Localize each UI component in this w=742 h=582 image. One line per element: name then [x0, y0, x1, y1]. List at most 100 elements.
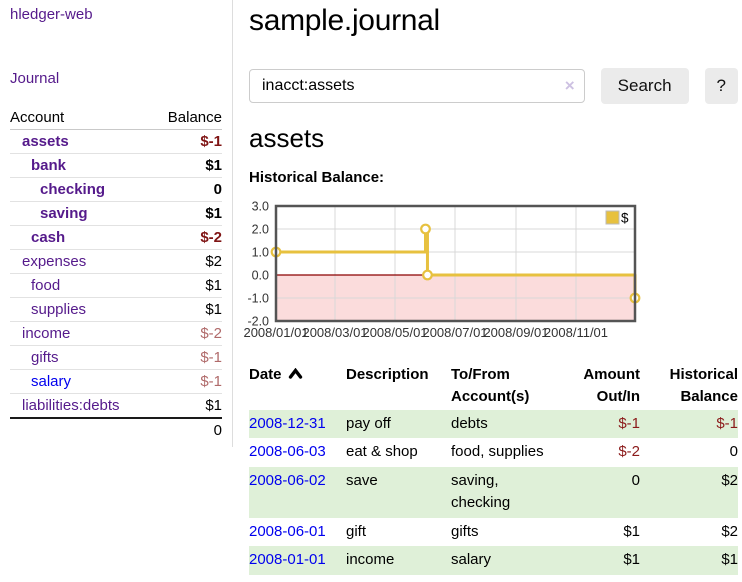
- account-balance: 0: [151, 177, 222, 202]
- register-row: 2008-06-02 save saving, checking 0 $2: [249, 466, 738, 518]
- register-cell-date: 2008-06-03: [249, 438, 346, 467]
- register-cell-accounts: salary: [451, 551, 492, 568]
- svg-text:0.0: 0.0: [252, 269, 269, 283]
- account-heading: assets: [249, 123, 325, 153]
- svg-text:1.0: 1.0: [252, 246, 269, 260]
- svg-text:2008/03/01: 2008/03/01: [302, 325, 367, 340]
- accounts-header-balance: Balance: [151, 106, 222, 130]
- account-balance: $-1: [151, 129, 222, 154]
- register-cell-amount: $-1: [618, 414, 640, 432]
- register-row: 2008-12-31 pay off debts $-1 $-1: [249, 409, 738, 438]
- account-row: cash $-2: [10, 225, 222, 250]
- account-balance: $-1: [151, 345, 222, 370]
- register-header-balance: Historical Balance: [669, 366, 738, 405]
- register-cell-amount: 0: [631, 471, 640, 489]
- account-balance: $1: [151, 153, 222, 178]
- register-cell-accounts: saving, checking: [451, 471, 511, 512]
- account-link[interactable]: food: [31, 277, 61, 294]
- register-cell-description: income: [346, 551, 395, 568]
- register-cell-date: 2008-06-01: [249, 518, 346, 547]
- sort-caret-up-icon: [288, 367, 302, 379]
- account-balance: $-2: [151, 321, 222, 346]
- register-cell-accounts: food, supplies: [451, 443, 544, 460]
- register-cell-description: save: [346, 471, 378, 489]
- account-balance: $1: [151, 273, 222, 298]
- account-balance: $-1: [151, 369, 222, 394]
- register-header-date[interactable]: Date: [249, 362, 346, 410]
- account-balance: $2: [151, 249, 222, 274]
- svg-text:2008/05/01: 2008/05/01: [362, 325, 427, 340]
- app-brand-link[interactable]: hledger-web: [10, 6, 93, 23]
- transaction-date-link[interactable]: 2008-01-01: [249, 551, 326, 568]
- accounts-total-row: 0: [10, 417, 222, 442]
- transaction-date-link[interactable]: 2008-12-31: [249, 414, 326, 432]
- account-row: salary $-1: [10, 369, 222, 394]
- account-balance: $1: [151, 393, 222, 419]
- account-link[interactable]: cash: [31, 229, 66, 246]
- chart-label: Historical Balance:: [249, 169, 385, 186]
- account-row: assets $-1: [10, 129, 222, 154]
- accounts-header-account: Account: [10, 106, 152, 130]
- account-link[interactable]: expenses: [22, 253, 87, 270]
- account-link[interactable]: checking: [40, 181, 106, 198]
- sidebar-item-journal[interactable]: Journal: [10, 70, 60, 87]
- transaction-date-link[interactable]: 2008-06-01: [249, 522, 326, 540]
- account-row: expenses $2: [10, 249, 222, 274]
- account-link[interactable]: saving: [40, 205, 88, 222]
- clear-search-icon[interactable]: ×: [564, 76, 575, 95]
- historical-balance-chart[interactable]: 3.0 2.0 1.0 0.0 -1.0 -2.0 2008/01/01 2008/03/01…: [243, 196, 738, 344]
- register-cell-description: gift: [346, 522, 367, 540]
- sidebar: hledger-web Journal Account Balance asse…: [0, 0, 233, 447]
- search-button[interactable]: Search: [600, 68, 689, 104]
- register-cell-accounts: gifts: [451, 522, 479, 540]
- account-link[interactable]: liabilities:debts: [22, 397, 120, 414]
- account-link[interactable]: salary: [31, 373, 72, 390]
- register-cell-accounts: debts: [451, 414, 488, 432]
- account-row: supplies $1: [10, 297, 222, 322]
- register-header-accounts: To/From Account(s): [451, 366, 530, 405]
- account-link[interactable]: assets: [22, 133, 69, 150]
- register-header-description: Description: [346, 366, 429, 383]
- help-button[interactable]: ?: [704, 68, 738, 104]
- account-link[interactable]: gifts: [31, 349, 59, 366]
- chart-svg: 3.0 2.0 1.0 0.0 -1.0 -2.02008/01/012008/03/01…: [243, 200, 641, 340]
- transaction-date-link[interactable]: 2008-06-03: [249, 443, 326, 460]
- register-cell-date: 2008-06-02: [249, 467, 346, 518]
- account-balance: $-2: [151, 225, 222, 250]
- svg-text:3.0: 3.0: [252, 200, 269, 214]
- svg-text:2.0: 2.0: [252, 223, 269, 237]
- svg-text:2008/07/01: 2008/07/01: [422, 325, 487, 340]
- account-row: saving $1: [10, 201, 222, 226]
- register-cell-amount: $1: [623, 551, 640, 568]
- search-input[interactable]: [249, 69, 585, 103]
- register-cell-balance: $2: [721, 471, 738, 489]
- account-link[interactable]: supplies: [31, 301, 87, 318]
- main-content: sample.journal × Search ? assets Histori…: [243, 0, 738, 575]
- accounts-table: Account Balance assets $-1 bank $1 checking 0…: [10, 106, 222, 442]
- account-link[interactable]: bank: [31, 157, 67, 174]
- svg-text:2008/01/01: 2008/01/01: [243, 325, 308, 340]
- register-cell-description: pay off: [346, 414, 391, 432]
- register-cell-balance: 0: [729, 443, 738, 460]
- account-row: liabilities:debts $1: [10, 393, 222, 419]
- register-row: 2008-06-03 eat & shop food, supplies $-2 0: [249, 438, 738, 467]
- search-form: × Search ?: [249, 68, 738, 104]
- register-row: 2008-06-01 gift gifts $1 $2: [249, 518, 738, 547]
- account-link[interactable]: income: [22, 325, 71, 342]
- svg-text:-1.0: -1.0: [247, 292, 269, 306]
- account-balance: $1: [151, 201, 222, 226]
- svg-text:2008/11/01: 2008/11/01: [544, 325, 608, 340]
- page-title: sample.journal: [249, 4, 440, 37]
- transaction-date-link[interactable]: 2008-06-02: [249, 471, 326, 489]
- register-table: Date Description To/From Account(s) Amou…: [249, 362, 738, 575]
- svg-text:-2.0: -2.0: [247, 315, 269, 329]
- legend-label: $: [621, 211, 629, 226]
- register-cell-amount: $-2: [618, 443, 640, 460]
- account-row: bank $1: [10, 153, 222, 178]
- account-balance: $1: [151, 297, 222, 322]
- register-cell-balance: $-1: [716, 414, 738, 432]
- register-cell-amount: $1: [623, 522, 640, 540]
- legend-swatch: [605, 210, 620, 225]
- account-row: income $-2: [10, 321, 222, 346]
- svg-text:2008/09/01: 2008/09/01: [483, 325, 548, 340]
